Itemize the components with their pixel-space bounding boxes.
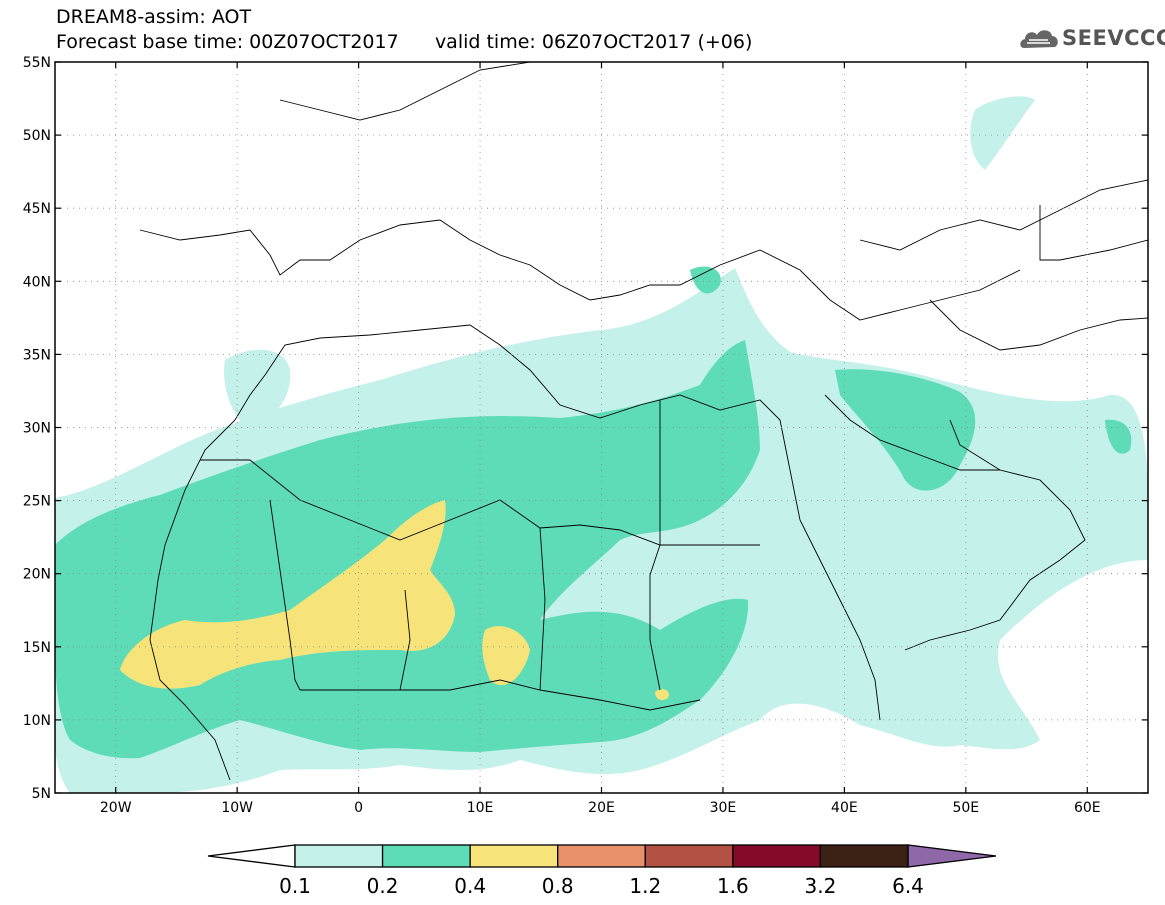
lat-tick-label: 55N [23, 55, 51, 71]
lat-tick-label: 15N [23, 640, 51, 656]
lat-tick-label: 30N [23, 421, 51, 437]
lon-tick-label: 20E [588, 800, 615, 816]
lon-tick-label: 40E [831, 800, 858, 816]
lon-tick-label: 0 [354, 800, 363, 816]
lon-tick-label: 30E [710, 800, 737, 816]
colorbar-segment [819, 844, 909, 868]
lat-tick-label: 35N [23, 347, 51, 363]
lon-tick-label: 10E [467, 800, 494, 816]
lat-tick-label: 40N [23, 274, 51, 290]
colorbar-level-label: 0.2 [367, 874, 399, 898]
axis-ticks: 20W 10W 0 10E 20E 30E 40E 50E 60E 5N 10N 15N 20N 25N 3… [23, 55, 1148, 816]
time-info: Forecast base time: 00Z07OCT2017 valid t… [56, 31, 752, 53]
colorbar-level-label: 1.2 [629, 874, 661, 898]
lat-tick-label: 45N [23, 201, 51, 217]
lat-tick-label: 50N [23, 128, 51, 144]
map-title: DREAM8-assim: AOT [56, 6, 252, 28]
lon-tick-label: 10W [221, 800, 253, 816]
colorbar: 0.1 0.2 0.4 0.8 1.2 1.6 3.2 6.4 [207, 844, 997, 898]
colorbar-level-label: 1.6 [717, 874, 749, 898]
lat-tick-label: 20N [23, 567, 51, 583]
colorbar-level-label: 0.8 [542, 874, 574, 898]
aot-level-0-4 [120, 500, 669, 700]
cloud-logo-icon [1020, 30, 1058, 48]
lat-tick-label: 5N [32, 786, 51, 802]
lon-tick-label: 20W [100, 800, 132, 816]
colorbar-level-label: 0.1 [279, 874, 311, 898]
colorbar-segment [381, 844, 471, 868]
lat-tick-label: 10N [23, 713, 51, 729]
colorbar-segment [469, 844, 559, 868]
colorbar-segment [557, 844, 646, 868]
country-borders [139, 62, 1148, 781]
colorbar-segment [732, 844, 822, 868]
colorbar-high-arrow [907, 844, 997, 868]
logo-text: SEEVCCC [1062, 26, 1165, 50]
colorbar-level-label: 6.4 [892, 874, 924, 898]
valid-time: valid time: 06Z07OCT2017 (+06) [434, 31, 753, 53]
forecast-base-time: Forecast base time: 00Z07OCT2017 [56, 31, 399, 53]
lon-tick-label: 50E [952, 800, 979, 816]
lon-tick-label: 60E [1074, 800, 1101, 816]
colorbar-low-arrow [207, 844, 296, 868]
colorbar-segment [294, 844, 384, 868]
colorbar-segment [644, 844, 734, 868]
colorbar-level-label: 0.4 [454, 874, 486, 898]
colorbar-level-label: 3.2 [805, 874, 837, 898]
lat-tick-label: 25N [23, 494, 51, 510]
